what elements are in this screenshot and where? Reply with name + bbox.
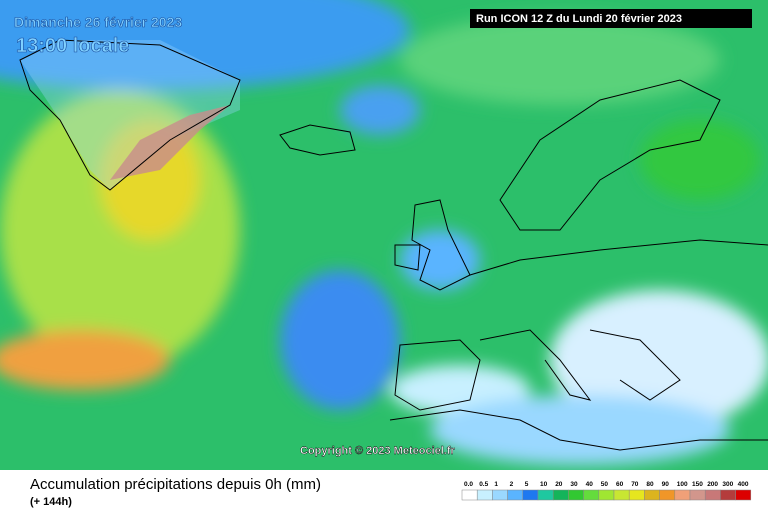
legend-swatch bbox=[552, 489, 569, 501]
legend-label: 100 bbox=[677, 481, 688, 488]
legend-swatch bbox=[507, 489, 524, 501]
legend-swatch bbox=[644, 489, 660, 501]
legend-label: 150 bbox=[692, 481, 703, 488]
legend-swatch bbox=[689, 489, 706, 501]
precip-map bbox=[0, 0, 768, 470]
legend-swatch bbox=[704, 489, 721, 501]
legend-swatch bbox=[735, 489, 752, 501]
legend-label: 80 bbox=[646, 481, 654, 488]
legend-swatch bbox=[461, 489, 478, 501]
legend-label: 30 bbox=[570, 481, 578, 488]
lead-time: (+ 144h) bbox=[30, 496, 72, 508]
legend-swatch bbox=[720, 489, 736, 501]
legend-label: 20 bbox=[555, 481, 563, 488]
legend-label: 0.5 bbox=[479, 481, 488, 488]
legend-label: 40 bbox=[586, 481, 594, 488]
copyright: Copyright © 2023 Meteociel.fr bbox=[300, 445, 456, 457]
legend-label: 60 bbox=[616, 481, 624, 488]
legend-swatch bbox=[492, 489, 508, 501]
legend-label: 400 bbox=[738, 481, 749, 488]
legend-label: 5 bbox=[525, 481, 529, 488]
run-box bbox=[470, 9, 752, 28]
legend-swatch bbox=[628, 489, 645, 501]
legend-label: 2 bbox=[510, 481, 514, 488]
legend-swatch bbox=[613, 489, 630, 501]
legend-label: 50 bbox=[601, 481, 609, 488]
legend-label: 0.0 bbox=[464, 481, 473, 488]
legend-swatch bbox=[522, 489, 539, 501]
legend-label: 1 bbox=[494, 481, 498, 488]
coastlines bbox=[19, 39, 768, 451]
legend-swatch bbox=[583, 489, 600, 501]
legend-swatch bbox=[674, 489, 691, 501]
legend-swatch bbox=[476, 489, 493, 501]
legend-label: 10 bbox=[540, 481, 548, 488]
legend-swatch bbox=[568, 489, 584, 501]
legend: 0.0 0.5 1 2 5 10 20 30 40 50 60 70 80 90 100 150 200 300 4… bbox=[461, 481, 752, 501]
legend-label: 70 bbox=[631, 481, 639, 488]
legend-swatch bbox=[659, 489, 676, 501]
legend-label: 300 bbox=[722, 481, 733, 488]
time-label: 13:00 locale bbox=[16, 35, 129, 57]
legend-label: 90 bbox=[662, 481, 670, 488]
run-label: Run ICON 12 Z du Lundi 20 février 2023 bbox=[476, 13, 682, 25]
legend-swatch bbox=[537, 489, 554, 501]
footer-title: Accumulation précipitations depuis 0h (m… bbox=[30, 476, 321, 493]
date-label: Dimanche 26 février 2023 bbox=[14, 14, 182, 30]
legend-label: 200 bbox=[707, 481, 718, 488]
legend-swatch bbox=[598, 489, 615, 501]
